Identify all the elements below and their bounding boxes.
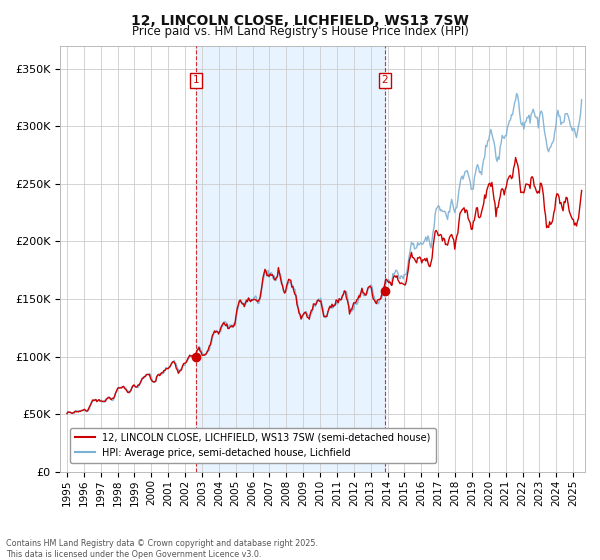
Text: 2: 2 [382, 76, 388, 85]
Legend: 12, LINCOLN CLOSE, LICHFIELD, WS13 7SW (semi-detached house), HPI: Average price: 12, LINCOLN CLOSE, LICHFIELD, WS13 7SW (… [70, 428, 436, 463]
Text: Price paid vs. HM Land Registry's House Price Index (HPI): Price paid vs. HM Land Registry's House … [131, 25, 469, 38]
Bar [196, 46, 385, 472]
Text: 12, LINCOLN CLOSE, LICHFIELD, WS13 7SW: 12, LINCOLN CLOSE, LICHFIELD, WS13 7SW [131, 14, 469, 28]
Text: 1: 1 [193, 76, 200, 85]
Text: Contains HM Land Registry data © Crown copyright and database right 2025.
This d: Contains HM Land Registry data © Crown c… [6, 539, 318, 559]
